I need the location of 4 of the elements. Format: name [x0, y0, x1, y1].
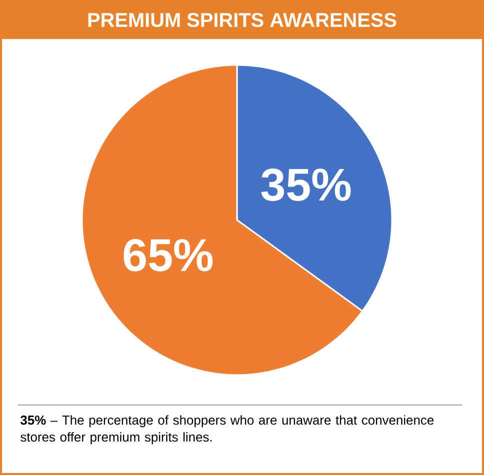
data-label: 65%: [124, 238, 213, 272]
chart-title: PREMIUM SPIRITS AWARENESS: [88, 12, 396, 28]
data-label: 35%: [261, 168, 351, 202]
text: 35% – The percentage of shoppers who are unaware that convenience stores offer premium spirits lines.: [20, 415, 434, 444]
